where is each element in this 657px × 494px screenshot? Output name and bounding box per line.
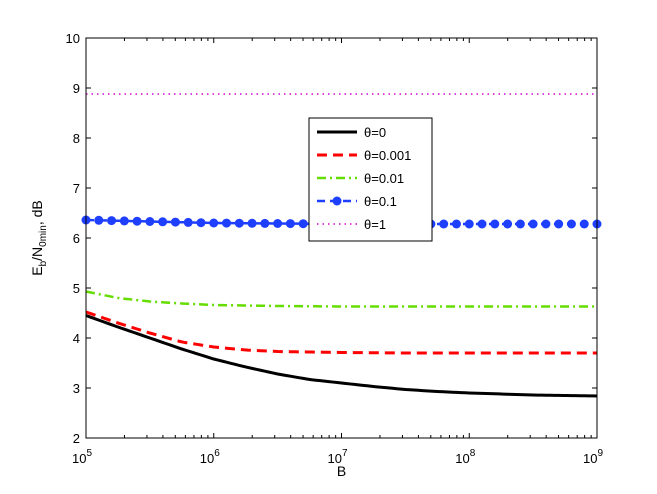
series-marker [541,219,551,229]
legend: θ=0 θ=0.001 θ=0.01 θ=0.1 θ=1 [308,117,433,242]
series-marker [94,215,104,225]
y-tick-label: 3 [73,381,80,396]
x-tick-label: 105 [72,448,92,466]
series-marker [132,216,142,226]
x-axis-label: B [337,463,346,479]
series-marker [566,219,576,229]
legend-label-4: θ=1 [364,217,386,232]
series-marker [247,218,257,228]
series-marker [209,218,219,228]
series-marker [515,219,525,229]
y-tick-label: 9 [73,81,80,96]
x-tick-label: 109 [583,448,603,466]
y-axis-label: Eb/N0min, dB [29,200,49,276]
series-marker [196,218,206,228]
series-marker [285,219,295,229]
legend-box [308,117,433,242]
series-marker [234,218,244,228]
y-tick-label: 10 [66,31,80,46]
legend-label-3: θ=0.1 [364,194,397,209]
series-line-1 [85,310,597,355]
series-line-0 [85,314,598,398]
series-marker [298,219,308,229]
series-marker [464,219,474,229]
legend-marker [332,196,342,206]
series-marker [528,219,538,229]
series-marker [554,219,564,229]
series-marker [260,218,270,228]
legend-label-1: θ=0.001 [364,148,411,163]
y-tick-label: 5 [73,281,80,296]
series-marker [273,219,283,228]
x-tick-label: 106 [200,448,220,466]
series-marker [170,217,180,227]
y-tick-label: 7 [73,181,80,196]
series-marker [145,217,155,226]
series-marker [107,216,117,226]
y-tick-label: 2 [73,431,80,446]
series-marker [222,218,232,228]
series-marker [439,219,449,229]
series-marker [158,217,168,227]
y-tick-label: 4 [73,331,80,346]
series-marker [490,219,500,229]
legend-label-2: θ=0.01 [364,171,404,186]
series-marker [477,219,487,229]
y-tick-label: 8 [73,131,80,146]
series-marker [451,219,461,229]
series-marker [503,219,513,229]
series-marker [183,217,193,227]
x-tick-label: 107 [327,448,347,466]
y-tick-label: 6 [73,231,80,246]
x-tick-label: 108 [455,448,475,466]
series-line-2 [85,290,597,308]
series-marker [119,216,129,226]
legend-label-0: θ=0 [364,125,386,140]
ticks-layer: 2 3 4 5 6 7 8 9 10 105 106 107 108 109 [66,31,604,466]
series-marker [579,219,589,229]
